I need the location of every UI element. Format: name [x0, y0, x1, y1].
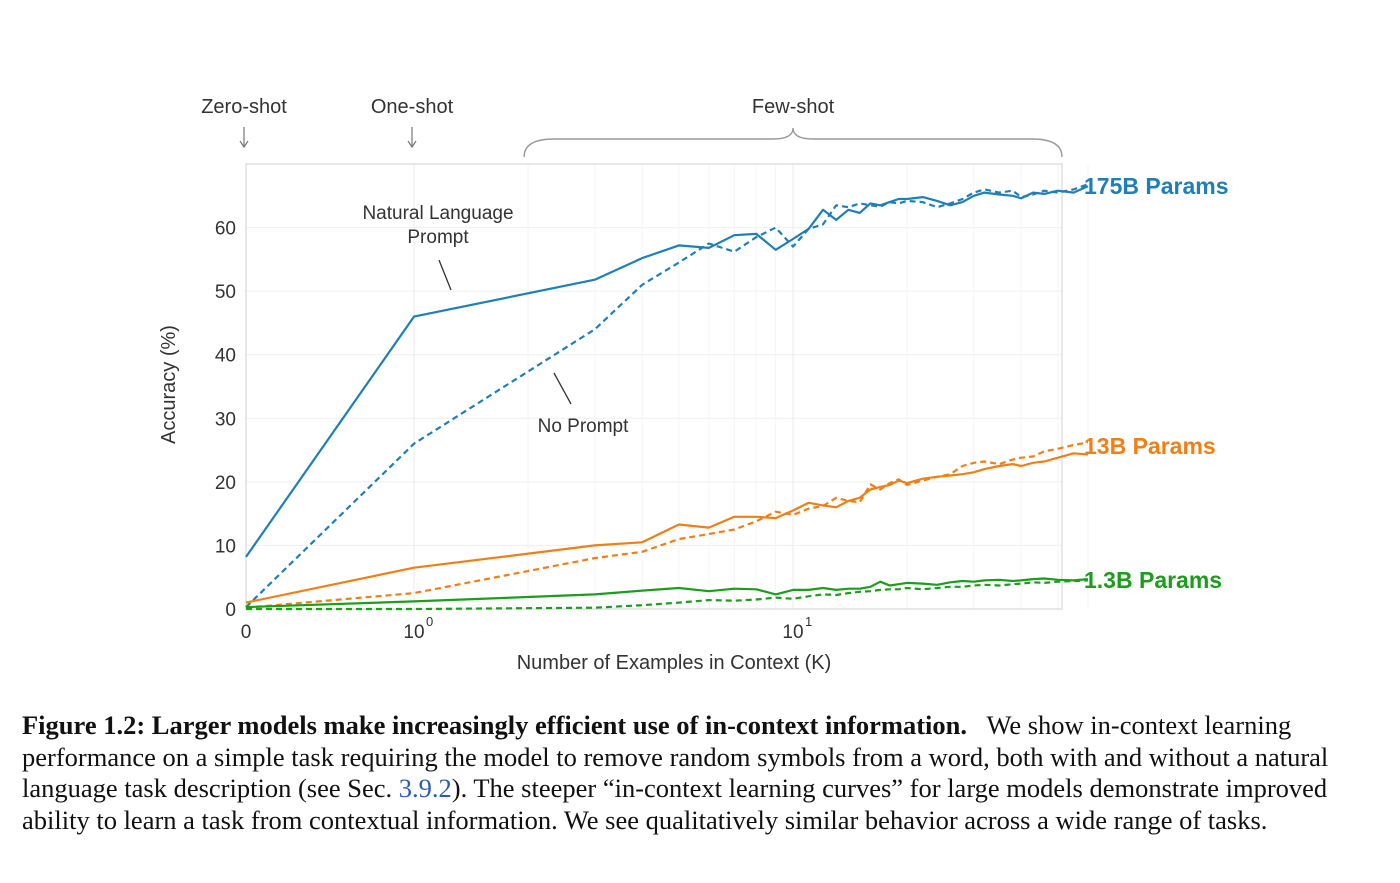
series-layer: [245, 183, 1089, 611]
y-tick-label: 0: [225, 600, 236, 621]
caption-lead: Figure 1.2: Larger models make increasin…: [22, 710, 968, 740]
annotation-no-prompt: No Prompt: [538, 416, 630, 437]
series-line-0: [245, 185, 1089, 558]
region-arrowhead: [239, 140, 249, 149]
x-axis-label: Number of Examples in Context (K): [517, 652, 832, 674]
region-label: Few-shot: [752, 96, 835, 118]
annotations: Natural Language Prompt No Prompt: [362, 203, 629, 437]
series-line-1: [245, 183, 1089, 608]
plot-frame: [245, 163, 1063, 610]
series-line-3: [245, 441, 1089, 609]
few-shot-brace: [523, 127, 1063, 158]
model-label: 13B Params: [1084, 433, 1216, 459]
x-tick-exponent: 0: [426, 614, 433, 629]
y-axis-label: Accuracy (%): [158, 325, 180, 444]
x-tick-exponent: 1: [805, 614, 812, 629]
y-axis-ticks: 0 10 20 30 40 50 60: [215, 219, 236, 621]
region-label: One-shot: [371, 96, 454, 118]
annotation-pointer: [438, 259, 452, 291]
annotation-pointer: [553, 372, 572, 405]
caption-section-reference[interactable]: 3.9.2: [398, 773, 452, 803]
model-label: 175B Params: [1084, 173, 1229, 199]
y-tick-label: 50: [215, 282, 236, 303]
y-tick-label: 60: [215, 219, 236, 240]
region-arrowhead: [407, 140, 417, 149]
series-line-4: [245, 577, 1088, 609]
figure-caption: Figure 1.2: Larger models make increasin…: [22, 710, 1378, 836]
x-tick-label: 10: [782, 622, 803, 643]
y-tick-label: 30: [215, 409, 236, 430]
annotation-natural-language-prompt: Natural Language: [362, 203, 513, 224]
x-tick-label: 0: [241, 622, 252, 643]
series-line-5: [246, 579, 1088, 611]
shot-regions: Zero-shot One-shot Few-shot: [201, 96, 1063, 158]
caption-body-start: We show in-context learning performance …: [22, 710, 1329, 803]
model-label: 1.3B Params: [1084, 567, 1222, 593]
caption-body-end: ). The steeper “in-context learning curv…: [22, 773, 1328, 835]
model-labels: 175B Params 13B Params 1.3B Params: [1084, 173, 1229, 593]
region-label: Zero-shot: [201, 96, 287, 118]
y-tick-label: 40: [215, 346, 236, 367]
series-line-2: [245, 452, 1088, 604]
x-tick-label: 10: [403, 622, 424, 643]
grid: [246, 164, 1089, 610]
y-tick-label: 10: [215, 536, 236, 557]
annotation-natural-language-prompt: Prompt: [407, 227, 469, 248]
y-tick-label: 20: [215, 473, 236, 494]
